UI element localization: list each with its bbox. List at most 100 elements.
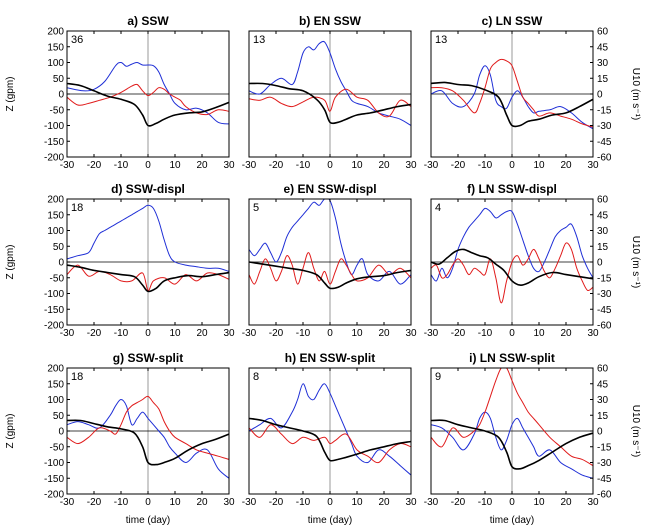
y-tick-label-right: -15 [597,442,612,453]
y-tick-label-right: 30 [597,226,609,237]
x-tick-label: -10 [114,328,129,339]
x-tick-label: 30 [223,497,235,508]
x-tick-label: 20 [378,497,390,508]
x-tick-label: 20 [196,160,208,171]
y-tick-label: 150 [47,379,64,390]
y-tick-label: -100 [44,289,64,300]
x-axis-label: time (day) [126,515,170,526]
composite-count: 9 [435,371,441,383]
y-tick-label: -150 [44,137,64,148]
series-line-z-positive [67,399,229,479]
x-tick-label: 10 [351,328,363,339]
x-tick-label: 30 [405,328,417,339]
y-tick-label: 0 [58,90,64,101]
y-tick-label-right: 45 [597,42,609,53]
y-tick-label-right: -30 [597,289,612,300]
x-tick-label: -10 [478,160,493,171]
panel-title: a) SSW [127,14,169,28]
y-tick-label: 150 [47,210,64,221]
series-line-u10 [67,82,229,127]
x-tick-label: -20 [87,328,102,339]
series-line-z-positive [249,383,411,476]
series-group [249,199,411,290]
y-tick-label: 100 [47,226,64,237]
x-tick-label: -30 [60,328,75,339]
x-tick-label: -20 [269,160,284,171]
x-tick-label: -30 [242,497,257,508]
y-tick-label: 0 [58,427,64,438]
y-tick-label-right: -60 [597,153,612,164]
y-tick-label: -200 [44,153,64,164]
x-tick-label: 0 [145,160,151,171]
y-tick-label: -50 [50,105,65,116]
series-line-u10 [67,419,229,466]
composite-count: 13 [435,34,447,46]
x-tick-label: 10 [169,497,181,508]
composite-count: 36 [71,34,83,46]
panel-title: e) EN SSW-displ [283,182,376,196]
series-line-z-negative [249,424,411,464]
x-tick-label: 0 [327,328,333,339]
x-tick-label: 10 [533,328,545,339]
y-tick-label: -100 [44,121,64,132]
y-tick-label: 100 [47,58,64,69]
series-group [67,395,229,479]
x-tick-label: 30 [223,328,235,339]
panel-title: g) SSW-split [113,351,183,365]
y-tick-label-right: -60 [597,321,612,332]
x-tick-label: -30 [424,160,439,171]
left-axis-label: Z (gpm) [5,77,16,112]
panel: c) LN SSW 13 -30 -20 -10 0 10 20 30 60 45 30 15 0 -15 -… [424,14,612,171]
x-tick-label: -30 [424,497,439,508]
x-tick-label: -10 [296,328,311,339]
series-line-z-positive [431,207,593,282]
series-line-u10 [249,417,411,462]
x-tick-label: 20 [560,328,572,339]
series-line-z-positive [431,411,593,479]
x-tick-label: -10 [478,497,493,508]
x-tick-label: 0 [327,497,333,508]
y-tick-label-right: 45 [597,210,609,221]
panel-title: c) LN SSW [482,14,543,28]
y-tick-label: 50 [53,74,65,85]
x-axis-label: time (day) [490,515,534,526]
series-line-z-positive [431,65,593,130]
panel-title: b) EN SSW [299,14,362,28]
panel: e) EN SSW-displ 5 -30 -20 -10 0 10 20 30 [242,182,417,339]
panel-title: h) EN SSW-split [285,351,375,365]
x-tick-label: -30 [60,160,75,171]
x-tick-label: 20 [560,160,572,171]
x-tick-label: -10 [478,328,493,339]
composite-count: 13 [253,34,265,46]
series-line-z-negative [431,368,593,467]
x-tick-label: 0 [509,328,515,339]
panel-title: i) LN SSW-split [469,351,555,365]
series-line-z-negative [249,88,411,118]
y-tick-label: 100 [47,395,64,406]
y-tick-label-right: -15 [597,273,612,284]
y-tick-label: -200 [44,490,64,501]
left-axis-label: Z (gpm) [5,245,16,280]
series-line-u10 [249,261,411,290]
y-tick-label-right: -45 [597,137,612,148]
composite-count: 8 [253,371,259,383]
composite-count: 4 [435,202,441,214]
x-tick-label: -10 [114,160,129,171]
series-line-u10 [431,81,593,128]
y-tick-label-right: 30 [597,58,609,69]
series-line-z-negative [67,264,229,291]
series-line-z-negative [249,252,411,285]
x-tick-label: 30 [587,497,599,508]
y-tick-label: -150 [44,474,64,485]
x-tick-label: 30 [223,160,235,171]
y-tick-label-right: 0 [597,90,603,101]
x-tick-label: 30 [405,497,417,508]
x-tick-label: -20 [269,328,284,339]
series-line-z-negative [67,83,229,116]
series-line-z-positive [249,40,411,126]
series-group [431,368,593,479]
series-line-u10 [67,264,229,293]
x-tick-label: 10 [351,497,363,508]
x-tick-label: 20 [378,160,390,171]
